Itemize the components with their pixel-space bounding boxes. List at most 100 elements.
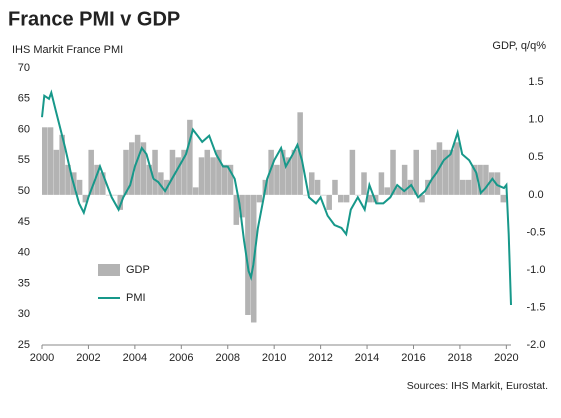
gdp-bar xyxy=(349,149,356,195)
gdp-bar xyxy=(88,149,94,195)
x-tick-label: 2002 xyxy=(76,352,100,364)
gdp-bar xyxy=(216,149,222,195)
gdp-bar xyxy=(239,194,245,218)
gdp-bar xyxy=(407,179,414,195)
gdp-bar xyxy=(378,172,385,195)
gdp-bar xyxy=(187,119,193,195)
chart-title: France PMI v GDP xyxy=(8,8,180,30)
gdp-bar xyxy=(442,149,449,195)
gdp-bar xyxy=(76,179,83,195)
gdp-bar xyxy=(146,164,152,195)
gdp-bar xyxy=(419,194,425,203)
gdp-bar xyxy=(384,187,390,195)
gdp-bar xyxy=(94,164,100,195)
gdp-bar xyxy=(454,142,460,195)
gdp-bar xyxy=(100,172,106,195)
gdp-bar xyxy=(233,194,240,225)
gdp-bar xyxy=(367,194,373,203)
gdp-bar xyxy=(430,149,437,195)
y2-axis-label: GDP, q/q% xyxy=(492,40,546,52)
gdp-bar xyxy=(192,187,199,195)
x-tick-label: 2016 xyxy=(401,352,425,364)
y-tick-label: 30 xyxy=(18,308,30,320)
gdp-bar xyxy=(413,149,419,195)
y2-tick-label: 0.5 xyxy=(528,151,543,163)
y2-tick-label: 0.0 xyxy=(528,189,543,201)
gdp-bar xyxy=(372,194,379,203)
gdp-bar xyxy=(343,194,350,203)
gdp-bar xyxy=(65,164,71,195)
legend-label: PMI xyxy=(126,292,146,304)
y-tick-label: 70 xyxy=(18,62,30,74)
gdp-bar xyxy=(500,194,507,203)
gdp-bar xyxy=(465,179,472,195)
legend-swatch xyxy=(98,264,120,276)
x-tick-label: 2020 xyxy=(494,352,518,364)
gdp-bar xyxy=(332,179,338,195)
gdp-bar xyxy=(309,172,315,195)
gdp-bar xyxy=(320,194,327,196)
gdp-bar xyxy=(314,179,321,195)
gdp-bar xyxy=(274,164,280,195)
gdp-bar xyxy=(181,149,187,195)
gdp-bar xyxy=(227,164,234,195)
y-tick-label: 25 xyxy=(18,339,30,351)
y-tick-label: 35 xyxy=(18,277,30,289)
gdp-bar xyxy=(459,179,466,195)
x-tick-label: 2012 xyxy=(308,352,332,364)
x-tick-label: 2018 xyxy=(448,352,472,364)
gdp-bar xyxy=(401,164,408,195)
gdp-bar xyxy=(169,149,176,195)
gdp-bar xyxy=(285,157,292,195)
gdp-bar xyxy=(53,149,60,195)
gdp-bar xyxy=(355,194,361,196)
source-note: Sources: IHS Markit, Eurostat. xyxy=(407,380,548,392)
gdp-bar xyxy=(268,149,274,195)
gdp-bar xyxy=(123,149,129,195)
y-tick-label: 50 xyxy=(18,185,30,197)
pmi-line xyxy=(41,89,512,306)
gdp-bar xyxy=(59,134,65,195)
gdp-bar xyxy=(140,142,147,195)
y2-tick-label: -1.0 xyxy=(527,264,546,276)
y-tick-label: 40 xyxy=(18,247,30,259)
gdp-bar xyxy=(152,149,158,195)
x-tick-label: 2004 xyxy=(123,352,147,364)
gdp-bar xyxy=(471,164,478,195)
gdp-bar xyxy=(198,157,205,195)
gdp-bar xyxy=(42,127,48,195)
x-tick-label: 2008 xyxy=(216,352,240,364)
y2-tick-label: -2.0 xyxy=(527,339,546,351)
gdp-bar xyxy=(483,164,489,195)
gdp-bar xyxy=(488,172,495,195)
gdp-bar xyxy=(494,172,501,195)
gdp-bar xyxy=(326,194,332,210)
y-tick-label: 65 xyxy=(18,93,30,105)
y-tick-label: 55 xyxy=(18,154,30,166)
y2-tick-label: 1.5 xyxy=(528,76,543,88)
x-tick-label: 2014 xyxy=(355,352,379,364)
x-tick-label: 2010 xyxy=(262,352,286,364)
gdp-bar xyxy=(175,157,182,195)
y-tick-label: 60 xyxy=(18,123,30,135)
gdp-bar xyxy=(111,194,118,196)
gdp-bar xyxy=(390,149,396,195)
gdp-bar xyxy=(129,142,135,195)
x-tick-label: 2006 xyxy=(169,352,193,364)
gdp-bar xyxy=(117,194,123,210)
gdp-bar xyxy=(256,194,263,203)
gdp-bar xyxy=(448,149,454,195)
gdp-bar xyxy=(396,187,402,195)
y-tick-label: 45 xyxy=(18,216,30,228)
y2-tick-label: -0.5 xyxy=(527,226,546,238)
y2-tick-label: -1.5 xyxy=(527,301,546,313)
legend-label: GDP xyxy=(126,264,150,276)
gdp-bar xyxy=(477,164,483,195)
y-axis-label: IHS Markit France PMI xyxy=(12,44,123,56)
gdp-bar xyxy=(105,194,112,196)
gdp-bar xyxy=(279,149,286,195)
x-tick-label: 2000 xyxy=(30,352,54,364)
gdp-bar xyxy=(47,127,54,195)
gdp-bar xyxy=(303,194,309,196)
